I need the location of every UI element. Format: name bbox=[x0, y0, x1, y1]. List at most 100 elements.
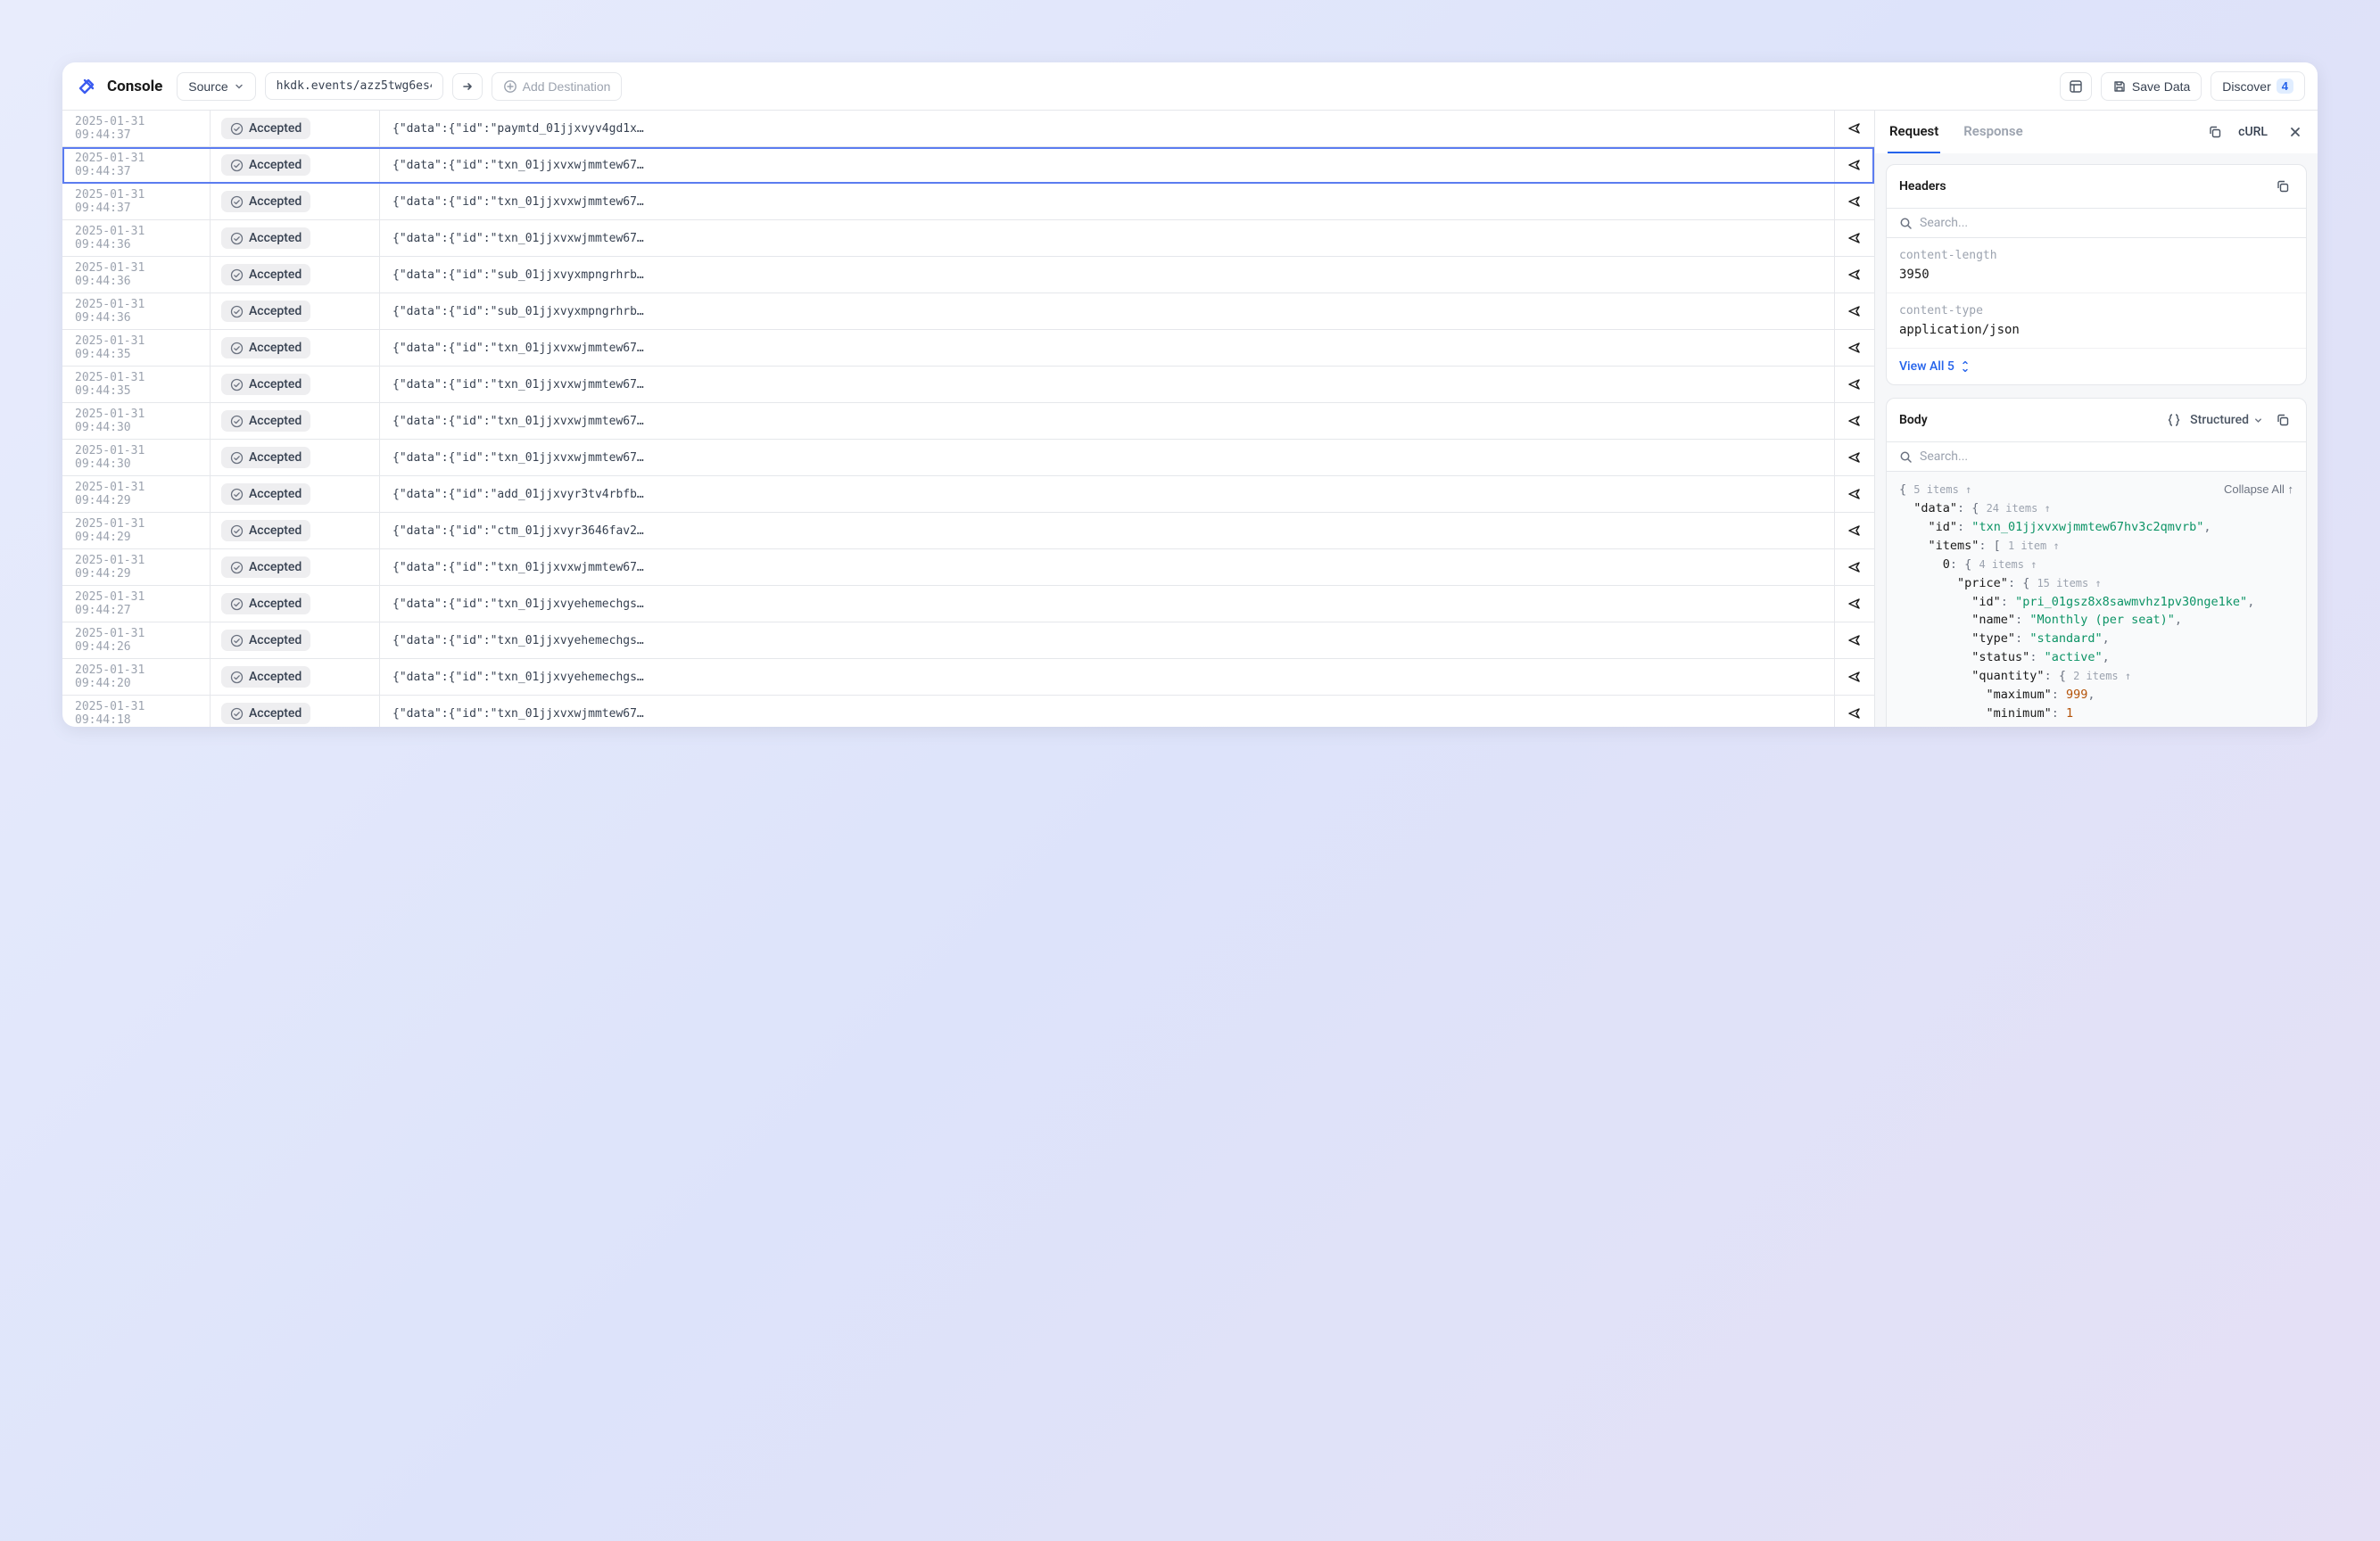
tab-response[interactable]: Response bbox=[1962, 111, 2024, 153]
layout-icon bbox=[2069, 79, 2083, 94]
event-row[interactable]: 2025-01-31 09:44:35Accepted{"data":{"id"… bbox=[62, 330, 1874, 367]
search-icon bbox=[1899, 217, 1913, 230]
status-badge: Accepted bbox=[221, 301, 310, 322]
send-event-button[interactable] bbox=[1844, 703, 1865, 724]
status-label: Accepted bbox=[249, 670, 302, 684]
send-event-button[interactable] bbox=[1844, 337, 1865, 358]
body-title: Body bbox=[1899, 413, 1928, 427]
check-circle-icon bbox=[230, 561, 244, 574]
send-icon bbox=[1847, 194, 1862, 209]
status-badge: Accepted bbox=[221, 447, 310, 468]
send-event-button[interactable] bbox=[1844, 118, 1865, 139]
send-event-button[interactable] bbox=[1844, 520, 1865, 541]
send-event-button[interactable] bbox=[1844, 154, 1865, 176]
event-timestamp: 2025-01-31 09:44:29 bbox=[62, 513, 211, 548]
check-circle-icon bbox=[230, 378, 244, 391]
status-badge: Accepted bbox=[221, 227, 310, 249]
event-row[interactable]: 2025-01-31 09:44:29Accepted{"data":{"id"… bbox=[62, 476, 1874, 513]
expand-icon bbox=[1960, 361, 1971, 372]
copy-curl-button[interactable] bbox=[2204, 121, 2226, 143]
toolbar: Console Source Add Destination Save Data… bbox=[62, 62, 2318, 111]
check-circle-icon bbox=[230, 451, 244, 465]
add-destination-button[interactable]: Add Destination bbox=[492, 72, 623, 101]
main-content: 2025-01-31 09:44:37Accepted{"data":{"id"… bbox=[62, 111, 2318, 727]
send-event-button[interactable] bbox=[1844, 374, 1865, 395]
event-row[interactable]: 2025-01-31 09:44:18Accepted{"data":{"id"… bbox=[62, 696, 1874, 727]
go-button[interactable] bbox=[452, 73, 483, 100]
status-label: Accepted bbox=[249, 231, 302, 245]
save-data-button[interactable]: Save Data bbox=[2101, 72, 2202, 101]
event-row[interactable]: 2025-01-31 09:44:27Accepted{"data":{"id"… bbox=[62, 586, 1874, 622]
status-label: Accepted bbox=[249, 268, 302, 282]
event-status-cell: Accepted bbox=[211, 257, 380, 293]
event-row[interactable]: 2025-01-31 09:44:26Accepted{"data":{"id"… bbox=[62, 622, 1874, 659]
discover-button[interactable]: Discover 4 bbox=[2211, 71, 2305, 101]
header-key: content-type bbox=[1899, 304, 2293, 317]
event-status-cell: Accepted bbox=[211, 330, 380, 366]
view-mode-label: Structured bbox=[2190, 413, 2249, 427]
close-panel-button[interactable] bbox=[2285, 122, 2305, 142]
event-status-cell: Accepted bbox=[211, 476, 380, 512]
check-circle-icon bbox=[230, 707, 244, 721]
source-url-input[interactable] bbox=[265, 72, 443, 100]
send-event-button[interactable] bbox=[1844, 556, 1865, 578]
status-badge: Accepted bbox=[221, 520, 310, 541]
send-icon bbox=[1847, 706, 1862, 721]
event-timestamp: 2025-01-31 09:44:29 bbox=[62, 549, 211, 585]
status-badge: Accepted bbox=[221, 154, 310, 176]
status-label: Accepted bbox=[249, 414, 302, 428]
check-circle-icon bbox=[230, 524, 244, 538]
status-badge: Accepted bbox=[221, 374, 310, 395]
status-label: Accepted bbox=[249, 523, 302, 538]
send-icon bbox=[1847, 158, 1862, 172]
body-view-mode-dropdown[interactable]: Structured bbox=[2190, 413, 2263, 427]
discover-label: Discover bbox=[2222, 79, 2270, 94]
send-event-button[interactable] bbox=[1844, 191, 1865, 212]
send-event-button[interactable] bbox=[1844, 447, 1865, 468]
tab-request[interactable]: Request bbox=[1888, 111, 1940, 153]
brand-title: Console bbox=[107, 78, 162, 95]
send-event-button[interactable] bbox=[1844, 410, 1865, 432]
event-data-preview: {"data":{"id":"paymtd_01jjxvyv4gd1x… bbox=[380, 111, 1835, 146]
event-row[interactable]: 2025-01-31 09:44:37Accepted{"data":{"id"… bbox=[62, 111, 1874, 147]
body-search-placeholder: Search... bbox=[1920, 449, 1968, 464]
layout-button[interactable] bbox=[2060, 72, 2092, 101]
source-dropdown[interactable]: Source bbox=[177, 72, 255, 101]
view-all-headers-button[interactable]: View All 5 bbox=[1887, 349, 2306, 384]
send-event-button[interactable] bbox=[1844, 227, 1865, 249]
plus-circle-icon bbox=[503, 79, 517, 94]
status-badge: Accepted bbox=[221, 630, 310, 651]
headers-search[interactable]: Search... bbox=[1887, 208, 2306, 238]
event-row[interactable]: 2025-01-31 09:44:37Accepted{"data":{"id"… bbox=[62, 147, 1874, 184]
send-event-button[interactable] bbox=[1844, 483, 1865, 505]
event-row[interactable]: 2025-01-31 09:44:20Accepted{"data":{"id"… bbox=[62, 659, 1874, 696]
send-event-button[interactable] bbox=[1844, 593, 1865, 614]
send-event-button[interactable] bbox=[1844, 264, 1865, 285]
event-row[interactable]: 2025-01-31 09:44:30Accepted{"data":{"id"… bbox=[62, 440, 1874, 476]
collapse-all-button[interactable]: Collapse All ↑ bbox=[2224, 481, 2293, 499]
save-data-label: Save Data bbox=[2132, 79, 2190, 94]
check-circle-icon bbox=[230, 671, 244, 684]
send-event-button[interactable] bbox=[1844, 666, 1865, 688]
event-row[interactable]: 2025-01-31 09:44:35Accepted{"data":{"id"… bbox=[62, 367, 1874, 403]
status-badge: Accepted bbox=[221, 483, 310, 505]
event-data-preview: {"data":{"id":"txn_01jjxvxwjmmtew67… bbox=[380, 549, 1835, 585]
event-row[interactable]: 2025-01-31 09:44:37Accepted{"data":{"id"… bbox=[62, 184, 1874, 220]
event-row[interactable]: 2025-01-31 09:44:36Accepted{"data":{"id"… bbox=[62, 257, 1874, 293]
send-event-button[interactable] bbox=[1844, 301, 1865, 322]
event-row[interactable]: 2025-01-31 09:44:29Accepted{"data":{"id"… bbox=[62, 549, 1874, 586]
headers-search-placeholder: Search... bbox=[1920, 216, 1968, 230]
event-row[interactable]: 2025-01-31 09:44:36Accepted{"data":{"id"… bbox=[62, 293, 1874, 330]
event-data-preview: {"data":{"id":"txn_01jjxvxwjmmtew67… bbox=[380, 696, 1835, 727]
copy-headers-button[interactable] bbox=[2272, 176, 2293, 197]
body-search[interactable]: Search... bbox=[1887, 441, 2306, 472]
event-row[interactable]: 2025-01-31 09:44:36Accepted{"data":{"id"… bbox=[62, 220, 1874, 257]
event-data-preview: {"data":{"id":"txn_01jjxvxwjmmtew67… bbox=[380, 403, 1835, 439]
event-row[interactable]: 2025-01-31 09:44:29Accepted{"data":{"id"… bbox=[62, 513, 1874, 549]
event-timestamp: 2025-01-31 09:44:35 bbox=[62, 367, 211, 402]
send-event-button[interactable] bbox=[1844, 630, 1865, 651]
event-row[interactable]: 2025-01-31 09:44:30Accepted{"data":{"id"… bbox=[62, 403, 1874, 440]
copy-body-button[interactable] bbox=[2272, 409, 2293, 431]
send-icon bbox=[1847, 450, 1862, 465]
status-label: Accepted bbox=[249, 121, 302, 136]
